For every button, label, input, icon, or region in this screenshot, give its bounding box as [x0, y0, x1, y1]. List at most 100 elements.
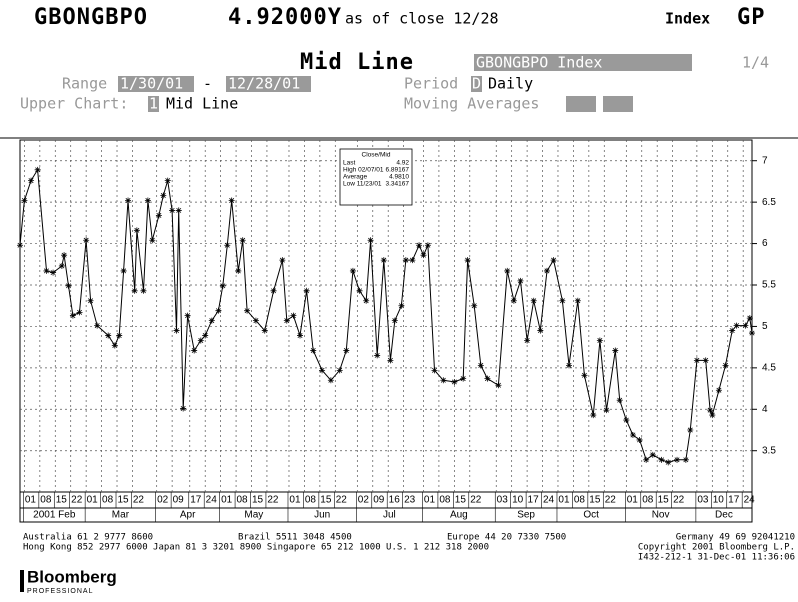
point-marker — [202, 332, 209, 339]
point-marker — [244, 307, 251, 314]
moving-averages-label: Moving Averages — [404, 95, 539, 113]
point-marker — [61, 252, 68, 259]
legend-label: Average — [343, 174, 367, 181]
point-marker — [175, 207, 182, 214]
x-tick-label: 08 — [305, 495, 317, 506]
x-tick-label: 08 — [40, 495, 52, 506]
period-code-field[interactable] — [471, 76, 482, 92]
x-tick-label: 24 — [744, 495, 756, 506]
x-tick-label: 01 — [424, 495, 436, 506]
x-tick-label: 17 — [528, 495, 540, 506]
point-marker — [224, 242, 231, 249]
point-marker — [398, 302, 405, 309]
point-marker — [297, 332, 304, 339]
x-tick-label: 15 — [589, 495, 601, 506]
point-marker — [215, 307, 222, 314]
point-marker — [17, 242, 23, 249]
month-label: Aug — [450, 510, 468, 521]
point-marker — [559, 297, 566, 304]
x-tick-label: 17 — [728, 495, 740, 506]
point-marker — [105, 332, 112, 339]
point-marker — [749, 330, 755, 337]
copyright: Copyright 2001 Bloomberg L.P. — [638, 543, 795, 553]
page-number: 1/4 — [742, 54, 769, 72]
point-marker — [440, 377, 447, 384]
month-label: Nov — [652, 510, 670, 521]
point-marker — [380, 257, 387, 264]
x-tick-label: 23 — [404, 495, 416, 506]
point-marker — [65, 282, 72, 289]
legend-box — [339, 148, 413, 206]
point-marker — [477, 362, 484, 369]
point-marker — [693, 357, 700, 364]
logo-sub: PROFESSIONAL — [27, 588, 93, 595]
point-marker — [169, 207, 176, 214]
month-label: May — [244, 510, 263, 521]
x-tick-label: 22 — [71, 495, 83, 506]
point-marker — [674, 456, 681, 463]
point-marker — [424, 242, 431, 249]
point-marker — [349, 267, 356, 274]
point-marker — [742, 322, 749, 329]
security-field[interactable] — [474, 54, 692, 71]
x-tick-label: 08 — [439, 495, 451, 506]
footer-text: Australia 61 2 9777 8600 — [23, 533, 153, 543]
point-marker — [746, 315, 753, 322]
price: 4.92000Y — [228, 5, 342, 30]
point-marker — [471, 302, 478, 309]
point-marker — [160, 192, 167, 199]
x-tick-label: 01 — [289, 495, 301, 506]
x-tick-label: 08 — [642, 495, 654, 506]
point-marker — [566, 362, 572, 369]
point-marker — [356, 287, 363, 294]
point-marker — [623, 417, 630, 424]
legend-value: 4.9810 — [389, 174, 409, 181]
point-marker — [87, 297, 94, 304]
point-marker — [722, 362, 729, 369]
x-tick-label: 22 — [673, 495, 685, 506]
point-marker — [590, 412, 597, 419]
point-marker — [416, 242, 423, 249]
point-marker — [50, 269, 57, 276]
x-tick-label: 16 — [389, 495, 401, 506]
point-marker — [504, 267, 511, 274]
ma-field-1[interactable] — [566, 96, 596, 112]
point-marker — [391, 317, 398, 324]
x-tick-label: 01 — [627, 495, 639, 506]
point-marker — [191, 347, 198, 354]
x-tick-label: 24 — [206, 495, 218, 506]
timestamp: I432-212-1 31-Dec-01 11:36:06 — [638, 553, 795, 563]
y-tick-label: 5 — [762, 321, 768, 332]
x-tick-label: 03 — [497, 495, 509, 506]
point-marker — [409, 257, 416, 264]
point-marker — [270, 287, 277, 294]
month-label: Apr — [180, 510, 196, 521]
point-marker — [367, 237, 374, 244]
range-start-field[interactable] — [118, 76, 194, 92]
x-tick-label: 08 — [574, 495, 586, 506]
x-tick-label: 15 — [658, 495, 670, 506]
footer: Australia 61 2 9777 8600 Brazil 5511 304… — [23, 533, 795, 563]
x-tick-label: 17 — [190, 495, 202, 506]
as-of: as of close 12/28 — [345, 10, 499, 28]
point-marker — [495, 382, 502, 389]
x-tick-label: 09 — [173, 495, 185, 506]
point-marker — [28, 177, 35, 184]
x-tick-label: 10 — [512, 495, 524, 506]
security: GBONGBPO Index — [476, 54, 602, 72]
point-marker — [228, 197, 235, 204]
upper-code-field[interactable] — [148, 96, 159, 112]
point-marker — [363, 297, 370, 304]
point-marker — [83, 237, 90, 244]
month-label: Sep — [517, 510, 535, 521]
x-tick-label: 08 — [237, 495, 249, 506]
point-marker — [94, 322, 101, 329]
ma-field-2[interactable] — [603, 96, 633, 112]
x-tick-label: 22 — [267, 495, 279, 506]
month-label: 2001 Feb — [33, 510, 76, 521]
upper-chart: Mid Line — [166, 95, 238, 113]
y-tick-label: 5.5 — [762, 280, 776, 291]
footer-text: Brazil 5511 3048 4500 — [238, 533, 352, 543]
point-marker — [310, 347, 317, 354]
range-end-field[interactable] — [226, 76, 311, 92]
